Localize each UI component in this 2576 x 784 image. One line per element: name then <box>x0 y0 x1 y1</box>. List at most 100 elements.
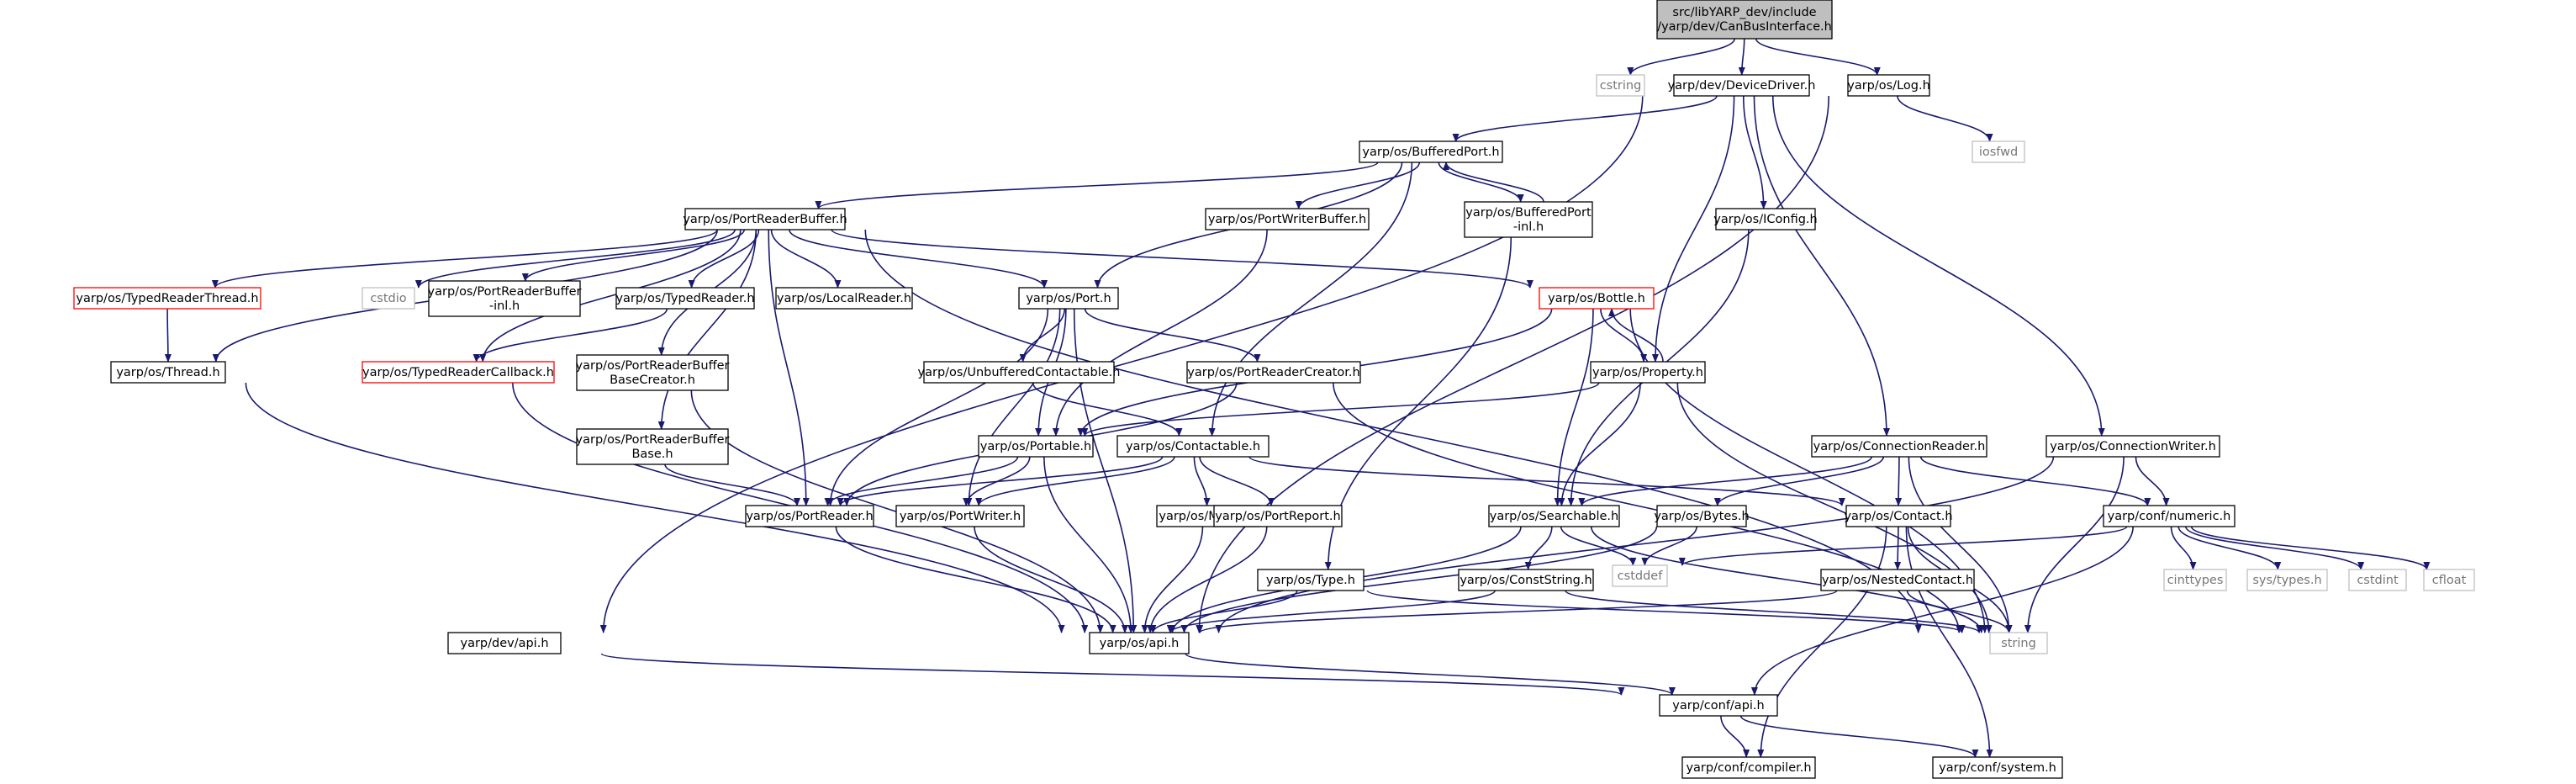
node-box-contactable <box>1116 435 1270 458</box>
node-port[interactable]: yarp/os/Port.h <box>1018 287 1119 310</box>
edge-portreader-to-osapi <box>835 526 1116 633</box>
node-box-cstring <box>1596 74 1645 97</box>
node-label-cinttypes: cinttypes <box>2167 574 2224 587</box>
node-box-conststring <box>1458 569 1594 591</box>
node-property[interactable]: yarp/os/Property.h <box>1590 361 1706 384</box>
edge-devicedriver-to-connectionreader <box>1753 95 1890 437</box>
node-unbufferedcontactable[interactable]: yarp/os/UnbufferedContactable.h <box>918 361 1121 384</box>
node-cstring: cstring <box>1596 74 1645 97</box>
node-box-searchable <box>1488 505 1620 527</box>
node-localreader[interactable]: yarp/os/LocalReader.h <box>775 287 913 310</box>
node-searchable[interactable]: yarp/os/Searchable.h <box>1488 505 1620 527</box>
node-typedreader[interactable]: yarp/os/TypedReader.h <box>615 287 755 310</box>
node-conststring[interactable]: yarp/os/ConstString.h <box>1458 569 1594 591</box>
node-bufferedportinl[interactable]: yarp/os/BufferedPort-inl.h <box>1464 201 1593 238</box>
edge-bufferedport-to-portwriterbuffer <box>1295 162 1421 209</box>
node-portreadercreator[interactable]: yarp/os/PortReaderCreator.h <box>1186 361 1361 384</box>
node-box-cstddef <box>1612 564 1668 587</box>
edge-port-to-portwriter <box>965 308 1061 506</box>
node-osapi[interactable]: yarp/os/api.h <box>1089 632 1190 654</box>
edge-property-to-bottle <box>1608 308 1664 363</box>
node-devicedriver[interactable]: yarp/dev/DeviceDriver.h <box>1668 74 1816 97</box>
edge-portreaderbuffer-to-portreaderbufferinl <box>521 229 745 282</box>
node-iconfig[interactable]: yarp/os/IConfig.h <box>1713 208 1818 230</box>
edge-portwriterbuffer-to-portable <box>1052 229 1268 437</box>
node-bytes[interactable]: yarp/os/Bytes.h <box>1654 505 1750 527</box>
node-nestedcontact[interactable]: yarp/os/NestedContact.h <box>1820 569 1975 591</box>
node-contactable[interactable]: yarp/os/Contactable.h <box>1116 435 1270 458</box>
node-label-devicedriver: yarp/dev/DeviceDriver.h <box>1668 79 1816 93</box>
node-portwriterbuffer[interactable]: yarp/os/PortWriterBuffer.h <box>1205 208 1370 230</box>
node-connectionreader[interactable]: yarp/os/ConnectionReader.h <box>1811 435 1987 458</box>
node-log[interactable]: yarp/os/Log.h <box>1847 74 1930 97</box>
edge-connectionwriter-to-string <box>2024 456 2125 633</box>
node-box-systypes <box>2246 569 2328 591</box>
node-portwriter[interactable]: yarp/os/PortWriter.h <box>895 505 1025 527</box>
edge-confapi-to-system <box>1739 715 1979 758</box>
node-confapi[interactable]: yarp/conf/api.h <box>1659 694 1778 717</box>
edge-portable-to-portreader <box>824 456 1019 506</box>
node-label-type: yarp/os/Type.h <box>1266 574 1355 587</box>
node-typedreaderthread[interactable]: yarp/os/TypedReaderThread.h <box>73 287 261 310</box>
node-box-root <box>1656 0 1833 40</box>
node-bufferedport[interactable]: yarp/os/BufferedPort.h <box>1359 140 1503 163</box>
edge-devicedriver-to-devapi <box>599 95 1644 633</box>
edge-searchable-to-conststring <box>1524 526 1553 570</box>
node-box-cinttypes <box>2163 569 2227 591</box>
edge-bytes-to-cstddef <box>1641 526 1697 566</box>
node-label-iconfig: yarp/os/IConfig.h <box>1713 213 1817 226</box>
node-compiler[interactable]: yarp/conf/compiler.h <box>1681 756 1816 779</box>
edge-contact-to-system <box>1905 526 1993 758</box>
edge-connectionreader-to-string <box>1908 456 2013 633</box>
edge-connectionreader-to-bytes <box>1713 456 1884 506</box>
node-box-log <box>1847 74 1930 97</box>
node-label-bufferedport: yarp/os/BufferedPort.h <box>1362 146 1499 159</box>
edge-osapi-to-confapi <box>1185 653 1676 696</box>
node-root[interactable]: src/libYARP_dev/include/yarp/dev/CanBusI… <box>1656 0 1833 40</box>
node-box-prbbase <box>576 428 729 465</box>
node-portreaderbuffer[interactable]: yarp/os/PortReaderBuffer.h <box>683 208 847 230</box>
edge-port-to-osapi <box>1073 308 1138 633</box>
node-portreaderbufferinl[interactable]: yarp/os/PortReaderBuffer-inl.h <box>428 280 582 317</box>
edge-property-to-searchable <box>1558 382 1641 506</box>
edge-bufferedport-to-bufferedportinl <box>1438 162 1524 203</box>
node-label-portreaderbufferinl: yarp/os/PortReaderBuffer <box>428 285 582 299</box>
edge-searchable-to-string <box>1590 526 1985 633</box>
node-box-portwriter <box>895 505 1025 527</box>
node-box-typedreader <box>615 287 755 310</box>
edge-nestedcontact-to-osapi <box>1196 590 1838 633</box>
node-label-cstdio: cstdio <box>370 292 406 305</box>
edge-devicedriver-to-iconfig <box>1742 95 1767 209</box>
node-label-portwriterbuffer: yarp/os/PortWriterBuffer.h <box>1208 213 1366 226</box>
edge-portreaderbuffer-to-bottle <box>831 229 1533 289</box>
node-typedreadercallback[interactable]: yarp/os/TypedReaderCallback.h <box>362 361 555 384</box>
node-box-compiler <box>1681 756 1816 779</box>
node-devapi[interactable]: yarp/dev/api.h <box>447 632 562 654</box>
edge-numeric-to-cinttypes <box>2170 526 2197 570</box>
node-label-portreadercreator: yarp/os/PortReaderCreator.h <box>1187 366 1359 379</box>
node-thread[interactable]: yarp/os/Thread.h <box>110 361 226 384</box>
node-bottle[interactable]: yarp/os/Bottle.h <box>1539 287 1655 310</box>
node-contact[interactable]: yarp/os/Contact.h <box>1844 505 1953 527</box>
node-connectionwriter[interactable]: yarp/os/ConnectionWriter.h <box>2045 435 2220 458</box>
node-label-property: yarp/os/Property.h <box>1592 366 1703 379</box>
nodes-layer: src/libYARP_dev/include/yarp/dev/CanBusI… <box>73 0 2475 779</box>
node-type[interactable]: yarp/os/Type.h <box>1257 569 1365 591</box>
node-box-port <box>1018 287 1119 310</box>
node-box-portwriterbuffer <box>1205 208 1370 230</box>
node-portreader[interactable]: yarp/os/PortReader.h <box>745 505 874 527</box>
node-label-thread: yarp/os/Thread.h <box>116 366 219 379</box>
node-system[interactable]: yarp/conf/system.h <box>1932 756 2063 779</box>
node-portable[interactable]: yarp/os/Portable.h <box>978 435 1094 458</box>
edge-portable-to-osapi <box>1043 456 1135 633</box>
node-box-bufferedport <box>1359 140 1503 163</box>
node-numeric[interactable]: yarp/conf/numeric.h <box>2103 505 2236 527</box>
node-label-compiler: yarp/conf/compiler.h <box>1686 761 1811 775</box>
node-label-connectionwriter: yarp/os/ConnectionWriter.h <box>2050 440 2216 453</box>
edge-bufferedportinl-to-type <box>1324 236 1512 570</box>
node-label-cfloat: cfloat <box>2432 574 2467 587</box>
edge-portreaderbuffer-to-port <box>789 229 1048 289</box>
node-portreport[interactable]: yarp/os/PortReport.h <box>1213 505 1343 527</box>
